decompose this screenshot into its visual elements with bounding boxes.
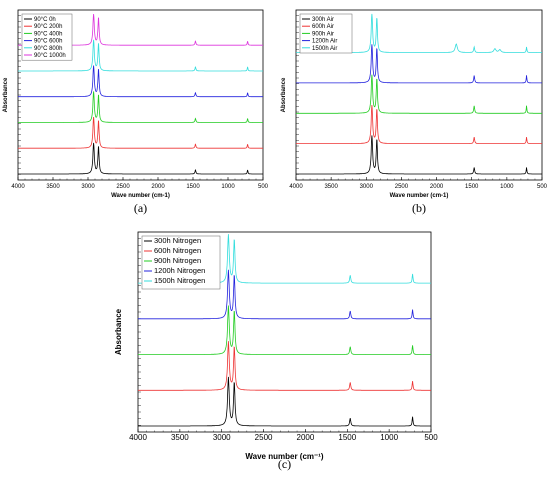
legend-entry: 300h Nitrogen: [154, 236, 201, 245]
legend-box: [141, 235, 221, 290]
legend-entry: 1500h Nitrogen: [154, 276, 205, 285]
x-tick-label: 1500: [465, 184, 479, 190]
x-tick-label: 1500: [338, 433, 356, 442]
legend-entry: 90°C 0h: [34, 17, 56, 23]
x-tick-label: 3000: [81, 184, 95, 190]
legend-entry: 300h Air: [312, 17, 334, 23]
series-line: [18, 142, 263, 175]
x-axis-label: Wave number (cm⁻¹): [245, 452, 323, 461]
y-axis-label: Absorbance: [281, 77, 287, 112]
panel-label: (c): [278, 457, 291, 471]
series-line: [296, 135, 542, 175]
x-axis: 4000 3500 3000 2500 2000 1500 1000 500: [11, 177, 269, 190]
x-tick-label: 2500: [395, 184, 409, 190]
legend-entry: 1200h Nitrogen: [154, 266, 205, 275]
legend-entry: 600h Nitrogen: [154, 246, 201, 255]
legend-entry: 900h Air: [312, 31, 334, 37]
x-tick-label: 3500: [324, 184, 338, 190]
x-tick-label: 500: [258, 184, 269, 190]
series-line: [18, 117, 263, 149]
y-axis-ticks: [138, 238, 141, 426]
x-tick-label: 3000: [213, 433, 231, 442]
series-line: [296, 104, 542, 144]
x-tick-label: 2500: [116, 184, 130, 190]
x-tick-label: 4000: [129, 433, 147, 442]
legend-entry: 90°C 800h: [34, 46, 62, 52]
x-tick-label: 2000: [151, 184, 165, 190]
x-tick-label: 2000: [430, 184, 444, 190]
y-axis-label: Absorbance: [3, 77, 9, 112]
x-axis: 4000 3500 3000 2500 2000 1500 1000 500: [289, 177, 548, 190]
legend-entry: 900h Nitrogen: [154, 256, 201, 265]
x-tick-label: 1000: [221, 184, 235, 190]
series-line: [138, 341, 431, 391]
series-line: [138, 376, 431, 427]
x-tick-label: 2000: [297, 433, 315, 442]
x-tick-label: 1000: [380, 433, 398, 442]
x-tick-label: 1500: [186, 184, 200, 190]
legend-entry: 600h Air: [312, 24, 334, 30]
chart-panel-a: 4000 3500 3000 2500 2000 1500 1000 500 Wave numb…: [3, 9, 269, 215]
series-line: [296, 44, 542, 84]
legend-entry: 90°C 600h: [34, 39, 62, 45]
x-tick-label: 3000: [360, 184, 374, 190]
series-line: [296, 74, 542, 114]
series-line: [18, 91, 263, 123]
panel-label: (b): [412, 201, 426, 215]
x-tick-label: 4000: [289, 184, 303, 190]
x-tick-label: 2500: [255, 433, 273, 442]
legend-entry: 90°C 200h: [34, 24, 62, 30]
series-line: [138, 305, 431, 355]
x-tick-label: 500: [424, 433, 438, 442]
x-tick-label: 3500: [46, 184, 60, 190]
legend-entry: 1200h Air: [312, 39, 337, 45]
x-tick-label: 3500: [171, 433, 189, 442]
x-axis-label: Wave number (cm-1): [111, 193, 170, 199]
x-axis: 4000 3500 3000 2500 2000 1500 1000 500: [129, 429, 438, 442]
y-axis-ticks: [18, 15, 21, 175]
legend-entry: 90°C 1000h: [34, 53, 66, 59]
chart-panel-b: 4000 3500 3000 2500 2000 1500 1000 500 Wave numb…: [281, 9, 548, 215]
legend-entry: 90°C 400h: [34, 31, 62, 37]
x-axis-label: Wave number (cm-1): [390, 193, 449, 199]
y-axis-label: Absorbance: [114, 308, 123, 355]
x-tick-label: 4000: [11, 184, 25, 190]
legend-entry: 1500h Air: [312, 46, 337, 52]
series-line: [18, 65, 263, 98]
series-line: [138, 269, 431, 320]
series-line: [18, 39, 263, 72]
x-tick-label: 500: [537, 184, 548, 190]
x-tick-label: 1000: [500, 184, 514, 190]
legend-box: [21, 13, 73, 61]
chart-panel-c: 4000 3500 3000 2500 2000 1500 1000 500 Wave numb…: [114, 231, 438, 471]
panel-label: (a): [134, 201, 147, 215]
y-axis-ticks: [296, 15, 299, 175]
